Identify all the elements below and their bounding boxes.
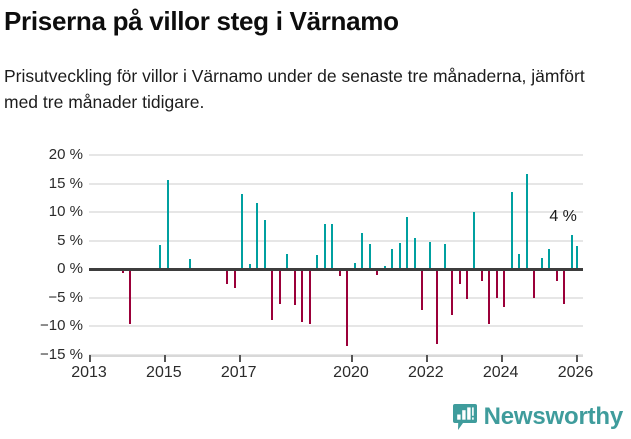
x-axis-tick bbox=[425, 355, 428, 362]
bar bbox=[465, 269, 468, 299]
bar bbox=[241, 193, 244, 270]
bar bbox=[353, 263, 356, 270]
x-axis-tick-label: 2013 bbox=[71, 364, 107, 381]
page-title: Priserna på villor steg i Värnamo bbox=[4, 6, 399, 36]
gridline bbox=[89, 325, 583, 328]
x-axis-tick bbox=[575, 355, 578, 362]
bar bbox=[159, 244, 162, 270]
bar bbox=[421, 269, 424, 310]
bar-series bbox=[89, 155, 583, 355]
x-axis-tick-label: 2024 bbox=[482, 364, 519, 381]
y-axis-tick-label: −15 % bbox=[40, 346, 83, 363]
bar bbox=[271, 269, 274, 320]
bar bbox=[278, 269, 281, 304]
bar bbox=[346, 269, 349, 347]
x-axis-tick-label: 2026 bbox=[557, 364, 594, 381]
y-axis-tick-label: −5 % bbox=[48, 288, 83, 306]
y-axis-tick-label: 0 % bbox=[57, 260, 83, 278]
y-axis-tick-label: 5 % bbox=[57, 231, 83, 249]
y-axis-labels: 20 % 15 % 10 % 5 % 0 % −5 % −10 % −15 % bbox=[0, 146, 83, 363]
bar bbox=[540, 257, 543, 270]
x-axis-tick-label: 2017 bbox=[220, 364, 257, 381]
bar bbox=[495, 269, 498, 298]
bar bbox=[518, 254, 521, 270]
bar bbox=[308, 269, 311, 324]
x-axis-tick bbox=[238, 355, 241, 362]
bar bbox=[129, 269, 132, 324]
bar bbox=[226, 269, 229, 284]
x-axis-tick bbox=[500, 355, 503, 362]
bar bbox=[256, 203, 259, 270]
bar bbox=[391, 248, 394, 270]
y-axis-tick-label: 20 % bbox=[48, 146, 83, 163]
bar bbox=[413, 237, 416, 270]
x-axis-tick-label: 2022 bbox=[408, 364, 444, 381]
bar bbox=[368, 243, 371, 270]
bar bbox=[338, 269, 341, 277]
bar-chart: 20 % 15 % 10 % 5 % 0 % −5 % −10 % −15 % 2013 201… bbox=[0, 145, 631, 390]
bar bbox=[323, 224, 326, 270]
bar bbox=[331, 224, 334, 270]
bar bbox=[533, 269, 536, 298]
bar bbox=[398, 243, 401, 270]
gridline bbox=[89, 182, 583, 185]
x-axis-line bbox=[89, 355, 583, 357]
bar bbox=[458, 269, 461, 284]
gridline bbox=[89, 154, 583, 156]
plot-area bbox=[89, 154, 583, 356]
bar bbox=[166, 180, 169, 270]
bar bbox=[576, 246, 579, 270]
bar bbox=[525, 173, 528, 270]
bar bbox=[428, 242, 431, 270]
gridline bbox=[89, 296, 583, 299]
bar bbox=[189, 259, 192, 270]
bar bbox=[436, 269, 439, 345]
y-axis-tick-label: 10 % bbox=[48, 203, 83, 221]
x-axis-tick bbox=[350, 355, 353, 362]
bar bbox=[443, 244, 446, 270]
gridline bbox=[89, 211, 583, 214]
bar bbox=[316, 255, 319, 270]
bar bbox=[555, 269, 558, 281]
bar bbox=[263, 220, 266, 270]
value-annotation: 4 % bbox=[549, 207, 577, 225]
brand-footer: Newsworthy bbox=[452, 403, 624, 431]
zero-line bbox=[89, 268, 583, 272]
bar bbox=[301, 269, 304, 323]
bar bbox=[451, 269, 453, 315]
x-axis-tick bbox=[163, 355, 166, 362]
y-axis-tick-label: −10 % bbox=[40, 317, 83, 335]
bar bbox=[406, 217, 409, 270]
bar bbox=[503, 269, 506, 307]
bar bbox=[510, 192, 513, 270]
brand-name: Newsworthy bbox=[483, 403, 624, 430]
x-axis-tick bbox=[89, 355, 91, 362]
page-subtitle: Prisutveckling för villor i Värnamo unde… bbox=[4, 66, 585, 112]
gridline bbox=[89, 239, 583, 242]
bar bbox=[293, 269, 296, 306]
bar bbox=[361, 233, 364, 270]
bar bbox=[563, 269, 566, 305]
bar bbox=[480, 269, 483, 281]
bar bbox=[570, 235, 573, 270]
bar bbox=[376, 269, 379, 275]
bar bbox=[383, 265, 386, 270]
bar-chart-speech-bubble-icon bbox=[452, 404, 477, 430]
y-axis-tick-label: 15 % bbox=[48, 174, 83, 192]
x-axis-tick-label: 2015 bbox=[146, 364, 182, 381]
bar bbox=[473, 211, 476, 270]
bar bbox=[248, 263, 251, 270]
bar bbox=[488, 269, 491, 324]
bar bbox=[233, 269, 236, 288]
x-axis-tick-label: 2020 bbox=[333, 364, 369, 381]
bar bbox=[286, 253, 289, 270]
bar bbox=[548, 249, 551, 270]
